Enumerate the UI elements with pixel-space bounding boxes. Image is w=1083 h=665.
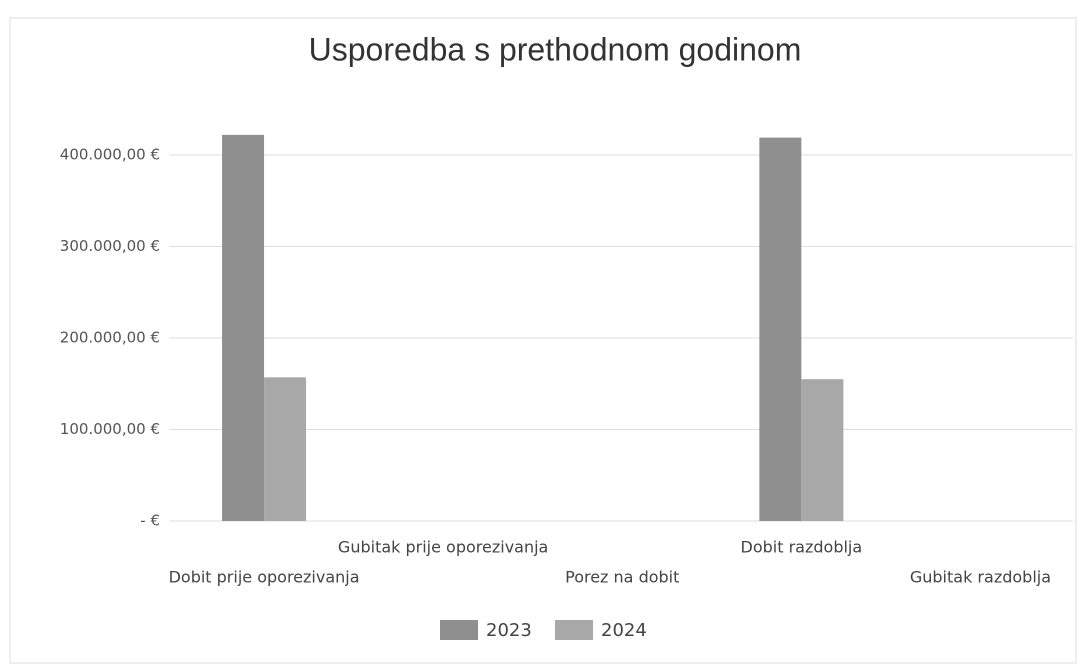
bar (759, 137, 802, 522)
bar (264, 377, 307, 521)
x-tick-label: Porez na dobit (565, 568, 679, 587)
x-tick-label: Gubitak prije oporezivanja (338, 538, 548, 557)
legend-swatch (555, 620, 593, 640)
legend-label: 2023 (486, 620, 532, 641)
y-tick-label: - € (140, 512, 160, 530)
x-tick-label: Gubitak razdoblja (910, 568, 1051, 587)
y-tick-label: 100.000,00 € (60, 420, 160, 438)
x-tick-label: Dobit prije oporezivanja (169, 568, 360, 587)
y-tick-label: 300.000,00 € (60, 237, 160, 255)
x-tick-label: Dobit razdoblja (741, 538, 863, 557)
bar (222, 134, 265, 521)
y-tick-label: 200.000,00 € (60, 329, 160, 347)
chart-title: Usporedba s prethodnom godinom (309, 31, 802, 67)
legend-label: 2024 (601, 620, 647, 641)
bar (801, 379, 844, 521)
chart-frame (9, 17, 1077, 664)
y-tick-label: 400.000,00 € (60, 146, 160, 164)
legend-swatch (440, 620, 478, 640)
